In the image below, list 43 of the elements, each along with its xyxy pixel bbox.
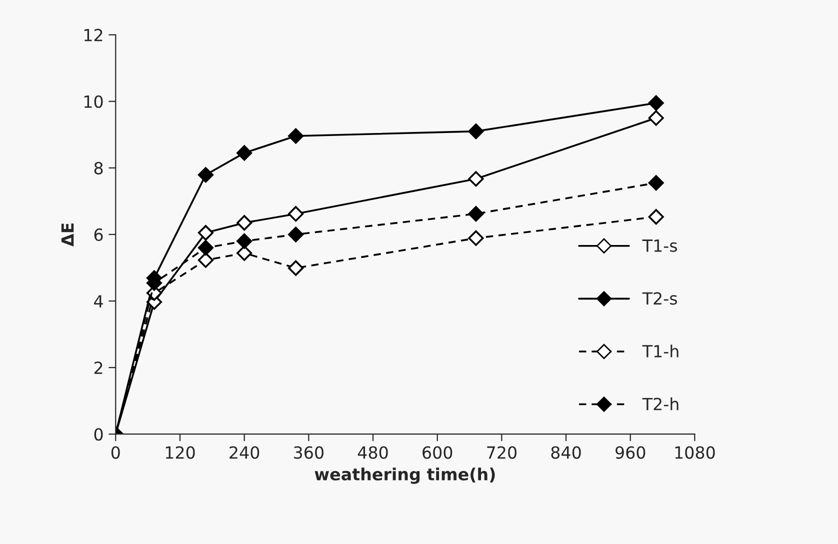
x-tick-label: 960: [616, 446, 646, 459]
point: [648, 175, 664, 191]
point: [236, 145, 252, 161]
point: [288, 206, 304, 222]
y-tick-label: 10: [84, 95, 103, 108]
point: [198, 167, 214, 183]
point: [236, 215, 252, 231]
x-axis-title: weathering time(h): [314, 468, 495, 484]
y-tick-label: 2: [94, 362, 102, 374]
y-tick-label: 4: [94, 295, 103, 308]
point: [468, 171, 484, 187]
legend-label: T1-h: [642, 344, 678, 358]
x-tick-label: 840: [551, 446, 581, 459]
y-tick-label: 0: [94, 428, 103, 441]
legend-label: T2-s: [642, 292, 678, 305]
point: [468, 230, 484, 246]
y-axis-title: ΔE: [61, 224, 74, 247]
point: [648, 95, 664, 111]
point: [288, 128, 304, 144]
x-tick-label: 360: [294, 446, 324, 459]
point: [468, 124, 484, 140]
y-tick-label: 12: [84, 28, 102, 42]
legend-label: T2-h: [642, 397, 678, 410]
point: [198, 225, 214, 241]
point: [236, 245, 252, 261]
point: [288, 226, 304, 242]
x-tick-label: 1080: [675, 446, 715, 459]
x-tick-label: 720: [487, 446, 516, 459]
x-tick-label: 480: [358, 446, 388, 459]
point: [648, 110, 664, 126]
point: [288, 260, 304, 276]
x-tick-label: 120: [166, 446, 195, 459]
point: [236, 233, 252, 249]
x-tick-label: 240: [230, 446, 260, 459]
x-tick-label: 600: [422, 446, 452, 459]
y-tick-label: 8: [94, 162, 103, 174]
y-tick-label: 6: [94, 228, 103, 242]
point: [198, 252, 214, 268]
legend-label: T1-s: [642, 240, 678, 252]
point: [468, 206, 484, 222]
point: [198, 240, 214, 256]
point: [648, 209, 664, 225]
x-tick-label: 0: [111, 446, 120, 459]
